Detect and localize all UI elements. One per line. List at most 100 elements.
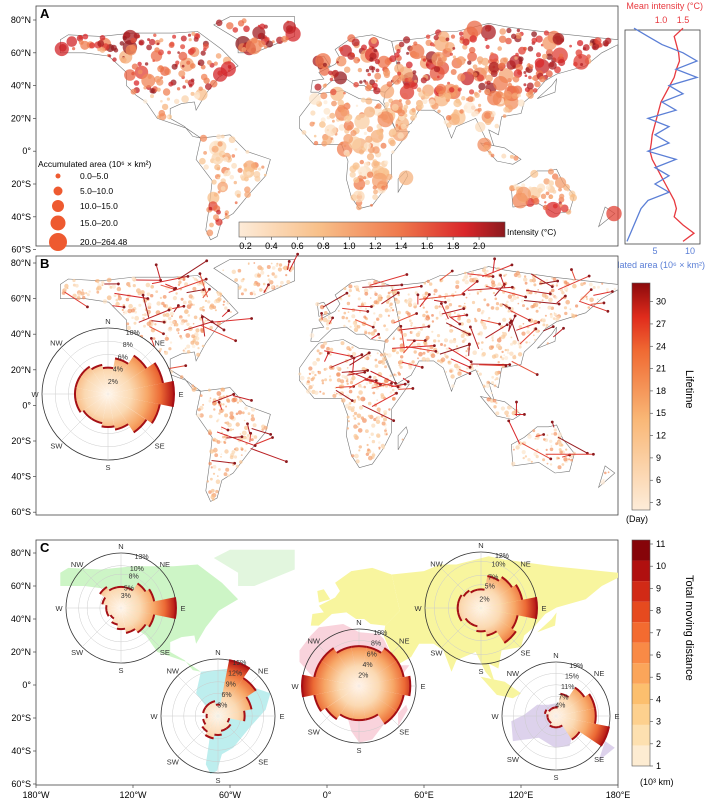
track-point	[388, 309, 392, 313]
event-marker	[120, 56, 127, 64]
track-point	[494, 371, 500, 376]
event-marker	[437, 53, 440, 57]
event-marker	[224, 169, 231, 177]
rose-sector-rim	[464, 617, 472, 625]
rose-sector	[110, 608, 121, 619]
track-point	[115, 298, 119, 302]
lat-tick-label: 20°N	[11, 113, 31, 123]
track-point	[347, 319, 351, 323]
event-marker	[394, 52, 400, 58]
movement-arrow	[200, 314, 225, 331]
track-point	[346, 427, 350, 430]
track-point	[515, 270, 521, 276]
arrow-head	[249, 431, 253, 435]
rose-ring-label: 6%	[367, 651, 377, 658]
track-point	[354, 453, 359, 459]
lat-tick-label: 60°N	[11, 581, 31, 591]
rose-ring-label: 8%	[371, 641, 381, 648]
rose-sector-rim	[557, 724, 563, 729]
landmass-jp	[536, 77, 558, 99]
event-marker	[137, 61, 142, 67]
track-point	[200, 290, 203, 294]
track-point	[260, 270, 265, 275]
track-point	[370, 331, 375, 336]
arrow-head	[465, 313, 469, 317]
track-point	[209, 326, 213, 330]
event-marker	[261, 165, 265, 169]
track-point	[553, 428, 557, 432]
event-marker	[331, 69, 339, 77]
track-point	[209, 414, 213, 419]
distance-colorbar-title: Total moving distance	[683, 575, 695, 681]
track-point	[515, 445, 520, 450]
arrow-head	[405, 273, 409, 276]
rose-sector-rim	[320, 647, 335, 662]
track-point	[416, 342, 421, 347]
event-marker	[391, 103, 399, 111]
track-point	[358, 390, 363, 395]
event-marker	[207, 60, 212, 65]
track-point	[201, 344, 205, 348]
track-point	[229, 428, 233, 432]
track-point	[220, 387, 226, 393]
track-point	[542, 323, 546, 327]
track-point	[196, 352, 201, 357]
track-point	[521, 450, 526, 455]
rose-direction-label: N	[105, 317, 110, 326]
rose-sector-rim	[534, 596, 538, 620]
rose-sector	[80, 366, 108, 394]
track-point	[367, 401, 372, 406]
event-marker	[349, 171, 356, 178]
rose-direction-label: NW	[430, 559, 443, 568]
track-point	[587, 306, 591, 309]
track-point	[537, 289, 539, 291]
track-point	[380, 296, 383, 299]
track-point	[319, 390, 322, 393]
event-marker	[512, 75, 520, 83]
rose-sector	[215, 704, 221, 716]
track-point	[186, 350, 191, 354]
track-point	[207, 388, 211, 392]
track-point	[223, 441, 227, 444]
event-marker	[448, 113, 460, 126]
rose-direction-label: NW	[71, 560, 84, 569]
rose-direction-label: SW	[167, 757, 180, 766]
track-point	[278, 263, 283, 267]
track-point	[436, 334, 441, 338]
track-point	[478, 372, 482, 376]
movement-arrow	[352, 358, 355, 372]
track-point	[453, 363, 459, 369]
arrow-head	[234, 339, 238, 343]
track-point	[189, 303, 192, 306]
track-point	[560, 288, 564, 292]
track-point	[216, 321, 222, 326]
track-point	[234, 447, 239, 452]
track-point	[363, 302, 367, 305]
movement-arrow	[322, 292, 348, 308]
event-marker	[166, 115, 170, 119]
rose-sector	[556, 716, 580, 740]
colorbar-step	[632, 560, 650, 582]
track-point	[237, 268, 242, 273]
event-marker	[389, 139, 396, 147]
movement-arrow	[467, 286, 513, 291]
movement-arrow	[459, 369, 471, 375]
track-point	[597, 298, 599, 301]
event-marker	[154, 47, 160, 53]
track-point	[502, 317, 507, 322]
rose-direction-label: SE	[521, 649, 531, 658]
track-point	[507, 309, 511, 313]
track-point	[389, 302, 393, 306]
rose-direction-label: NE	[594, 669, 604, 678]
event-marker	[514, 56, 518, 60]
track-point	[82, 295, 86, 300]
movement-arrow	[502, 303, 510, 309]
arrow-head	[592, 452, 595, 456]
event-marker	[511, 92, 519, 100]
event-marker	[543, 30, 550, 36]
track-point	[490, 278, 494, 281]
arrow-head	[394, 381, 397, 385]
lat-tick-label: 80°N	[11, 15, 31, 25]
